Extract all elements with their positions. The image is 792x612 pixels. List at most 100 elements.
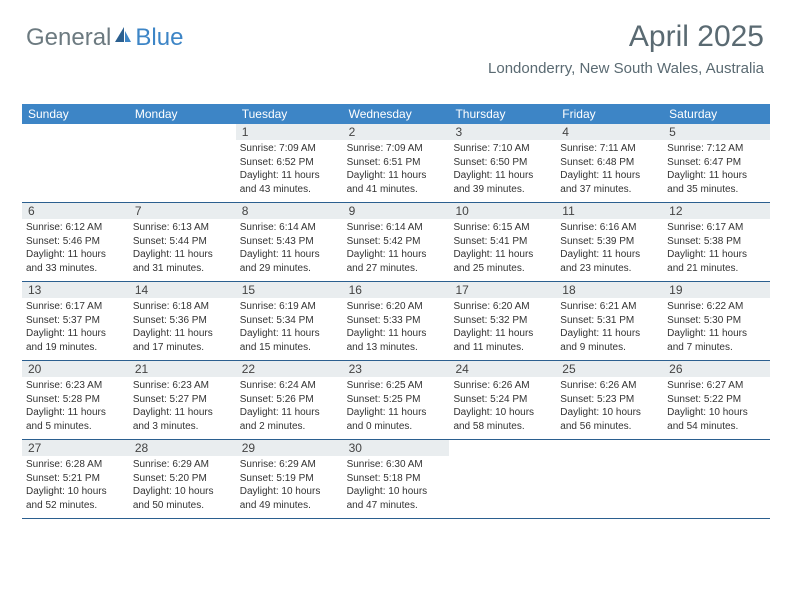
sunset-text: Sunset: 5:22 PM bbox=[667, 393, 766, 407]
daylight-text: Daylight: 11 hours and 37 minutes. bbox=[560, 169, 659, 196]
daylight-text: Daylight: 11 hours and 15 minutes. bbox=[240, 327, 339, 354]
day-number bbox=[663, 440, 770, 456]
sun-info: Sunrise: 6:28 AMSunset: 5:21 PMDaylight:… bbox=[26, 458, 125, 512]
brand-text-2: Blue bbox=[135, 24, 183, 52]
sunrise-text: Sunrise: 6:26 AM bbox=[560, 379, 659, 393]
calendar-cell: 12 Sunrise: 6:17 AMSunset: 5:38 PMDayligh… bbox=[663, 203, 770, 281]
daylight-text: Daylight: 11 hours and 31 minutes. bbox=[133, 248, 232, 275]
sun-info: Sunrise: 6:19 AMSunset: 5:34 PMDaylight:… bbox=[240, 300, 339, 354]
daylight-text: Daylight: 11 hours and 5 minutes. bbox=[26, 406, 125, 433]
sunrise-text: Sunrise: 6:12 AM bbox=[26, 221, 125, 235]
sunset-text: Sunset: 5:20 PM bbox=[133, 472, 232, 486]
day-number: 12 bbox=[663, 203, 770, 219]
day-number: 25 bbox=[556, 361, 663, 377]
day-number: 7 bbox=[129, 203, 236, 219]
calendar-cell: 14Sunrise: 6:18 AMSunset: 5:36 PMDayligh… bbox=[129, 282, 236, 360]
calendar-week: 13 Sunrise: 6:17 AMSunset: 5:37 PMDayligh… bbox=[22, 282, 770, 361]
calendar-cell: 3Sunrise: 7:10 AMSunset: 6:50 PMDaylight… bbox=[449, 124, 556, 202]
calendar-cell: 8 Sunrise: 6:14 AMSunset: 5:43 PMDaylight… bbox=[236, 203, 343, 281]
sun-info: Sunrise: 6:17 AMSunset: 5:37 PMDaylight:… bbox=[26, 300, 125, 354]
sunset-text: Sunset: 5:41 PM bbox=[453, 235, 552, 249]
sunrise-text: Sunrise: 6:28 AM bbox=[26, 458, 125, 472]
day-number: 2 bbox=[343, 124, 450, 140]
sunset-text: Sunset: 5:34 PM bbox=[240, 314, 339, 328]
calendar-cell: 5Sunrise: 7:12 AMSunset: 6:47 PMDaylight… bbox=[663, 124, 770, 202]
calendar-cell: 4Sunrise: 7:11 AMSunset: 6:48 PMDaylight… bbox=[556, 124, 663, 202]
sun-info: Sunrise: 6:16 AMSunset: 5:39 PMDaylight:… bbox=[560, 221, 659, 275]
daylight-text: Daylight: 11 hours and 43 minutes. bbox=[240, 169, 339, 196]
calendar-cell: 10Sunrise: 6:15 AMSunset: 5:41 PMDayligh… bbox=[449, 203, 556, 281]
sunset-text: Sunset: 6:48 PM bbox=[560, 156, 659, 170]
calendar-cell: 6Sunrise: 6:12 AMSunset: 5:46 PMDaylight… bbox=[22, 203, 129, 281]
sunrise-text: Sunrise: 6:29 AM bbox=[240, 458, 339, 472]
daylight-text: Daylight: 11 hours and 29 minutes. bbox=[240, 248, 339, 275]
day-number: 11 bbox=[556, 203, 663, 219]
sunrise-text: Sunrise: 6:20 AM bbox=[347, 300, 446, 314]
calendar-cell: 9Sunrise: 6:14 AMSunset: 5:42 PMDaylight… bbox=[343, 203, 450, 281]
sunrise-text: Sunrise: 6:29 AM bbox=[133, 458, 232, 472]
day-number: 29 bbox=[236, 440, 343, 456]
daylight-text: Daylight: 11 hours and 23 minutes. bbox=[560, 248, 659, 275]
daylight-text: Daylight: 10 hours and 49 minutes. bbox=[240, 485, 339, 512]
sunset-text: Sunset: 5:28 PM bbox=[26, 393, 125, 407]
sun-info: Sunrise: 6:14 AMSunset: 5:43 PMDaylight:… bbox=[240, 221, 339, 275]
sunrise-text: Sunrise: 6:20 AM bbox=[453, 300, 552, 314]
day-number: 24 bbox=[449, 361, 556, 377]
calendar-week: 1Sunrise: 7:09 AMSunset: 6:52 PMDaylight… bbox=[22, 124, 770, 203]
sunrise-text: Sunrise: 6:30 AM bbox=[347, 458, 446, 472]
sunset-text: Sunset: 5:25 PM bbox=[347, 393, 446, 407]
daylight-text: Daylight: 11 hours and 2 minutes. bbox=[240, 406, 339, 433]
daylight-text: Daylight: 11 hours and 33 minutes. bbox=[26, 248, 125, 275]
calendar-cell: 20Sunrise: 6:23 AMSunset: 5:28 PMDayligh… bbox=[22, 361, 129, 439]
sun-info: Sunrise: 6:26 AMSunset: 5:24 PMDaylight:… bbox=[453, 379, 552, 433]
daylight-text: Daylight: 11 hours and 19 minutes. bbox=[26, 327, 125, 354]
calendar-cell: 17 Sunrise: 6:20 AMSunset: 5:32 PMDayligh… bbox=[449, 282, 556, 360]
page-title: April 2025 bbox=[488, 20, 764, 54]
day-number: 8 bbox=[236, 203, 343, 219]
sun-info: Sunrise: 6:12 AMSunset: 5:46 PMDaylight:… bbox=[26, 221, 125, 275]
sun-info: Sunrise: 6:14 AMSunset: 5:42 PMDaylight:… bbox=[347, 221, 446, 275]
day-number: 18 bbox=[556, 282, 663, 298]
sunrise-text: Sunrise: 6:23 AM bbox=[26, 379, 125, 393]
sun-info: Sunrise: 6:17 AMSunset: 5:38 PMDaylight:… bbox=[667, 221, 766, 275]
sunrise-text: Sunrise: 6:21 AM bbox=[560, 300, 659, 314]
calendar-cell bbox=[22, 124, 129, 202]
sun-info: Sunrise: 6:20 AMSunset: 5:32 PMDaylight:… bbox=[453, 300, 552, 354]
sunset-text: Sunset: 5:21 PM bbox=[26, 472, 125, 486]
sun-info: Sunrise: 6:29 AMSunset: 5:20 PMDaylight:… bbox=[133, 458, 232, 512]
calendar-cell bbox=[449, 440, 556, 518]
day-header: Wednesday bbox=[343, 104, 450, 124]
sunset-text: Sunset: 5:39 PM bbox=[560, 235, 659, 249]
daylight-text: Daylight: 11 hours and 39 minutes. bbox=[453, 169, 552, 196]
sunset-text: Sunset: 5:24 PM bbox=[453, 393, 552, 407]
day-number: 15 bbox=[236, 282, 343, 298]
sun-info: Sunrise: 6:25 AMSunset: 5:25 PMDaylight:… bbox=[347, 379, 446, 433]
calendar-cell: 2Sunrise: 7:09 AMSunset: 6:51 PMDaylight… bbox=[343, 124, 450, 202]
day-number: 3 bbox=[449, 124, 556, 140]
sunset-text: Sunset: 6:52 PM bbox=[240, 156, 339, 170]
sunset-text: Sunset: 5:37 PM bbox=[26, 314, 125, 328]
sunset-text: Sunset: 5:30 PM bbox=[667, 314, 766, 328]
calendar-cell: 18Sunrise: 6:21 AMSunset: 5:31 PMDayligh… bbox=[556, 282, 663, 360]
sunrise-text: Sunrise: 6:23 AM bbox=[133, 379, 232, 393]
daylight-text: Daylight: 11 hours and 7 minutes. bbox=[667, 327, 766, 354]
sunset-text: Sunset: 5:19 PM bbox=[240, 472, 339, 486]
sun-info: Sunrise: 6:22 AMSunset: 5:30 PMDaylight:… bbox=[667, 300, 766, 354]
day-number: 13 bbox=[22, 282, 129, 298]
day-number bbox=[129, 124, 236, 140]
calendar-cell: 13 Sunrise: 6:17 AMSunset: 5:37 PMDayligh… bbox=[22, 282, 129, 360]
daylight-text: Daylight: 11 hours and 17 minutes. bbox=[133, 327, 232, 354]
sunrise-text: Sunrise: 6:25 AM bbox=[347, 379, 446, 393]
sunset-text: Sunset: 5:46 PM bbox=[26, 235, 125, 249]
calendar-grid: Sunday Monday Tuesday Wednesday Thursday… bbox=[22, 104, 770, 519]
sunrise-text: Sunrise: 6:24 AM bbox=[240, 379, 339, 393]
sunrise-text: Sunrise: 6:18 AM bbox=[133, 300, 232, 314]
calendar-cell bbox=[556, 440, 663, 518]
sunrise-text: Sunrise: 6:26 AM bbox=[453, 379, 552, 393]
daylight-text: Daylight: 10 hours and 50 minutes. bbox=[133, 485, 232, 512]
day-number: 17 bbox=[449, 282, 556, 298]
sunrise-text: Sunrise: 6:14 AM bbox=[240, 221, 339, 235]
daylight-text: Daylight: 10 hours and 47 minutes. bbox=[347, 485, 446, 512]
location-label: Londonderry, New South Wales, Australia bbox=[488, 60, 764, 77]
daylight-text: Daylight: 11 hours and 41 minutes. bbox=[347, 169, 446, 196]
